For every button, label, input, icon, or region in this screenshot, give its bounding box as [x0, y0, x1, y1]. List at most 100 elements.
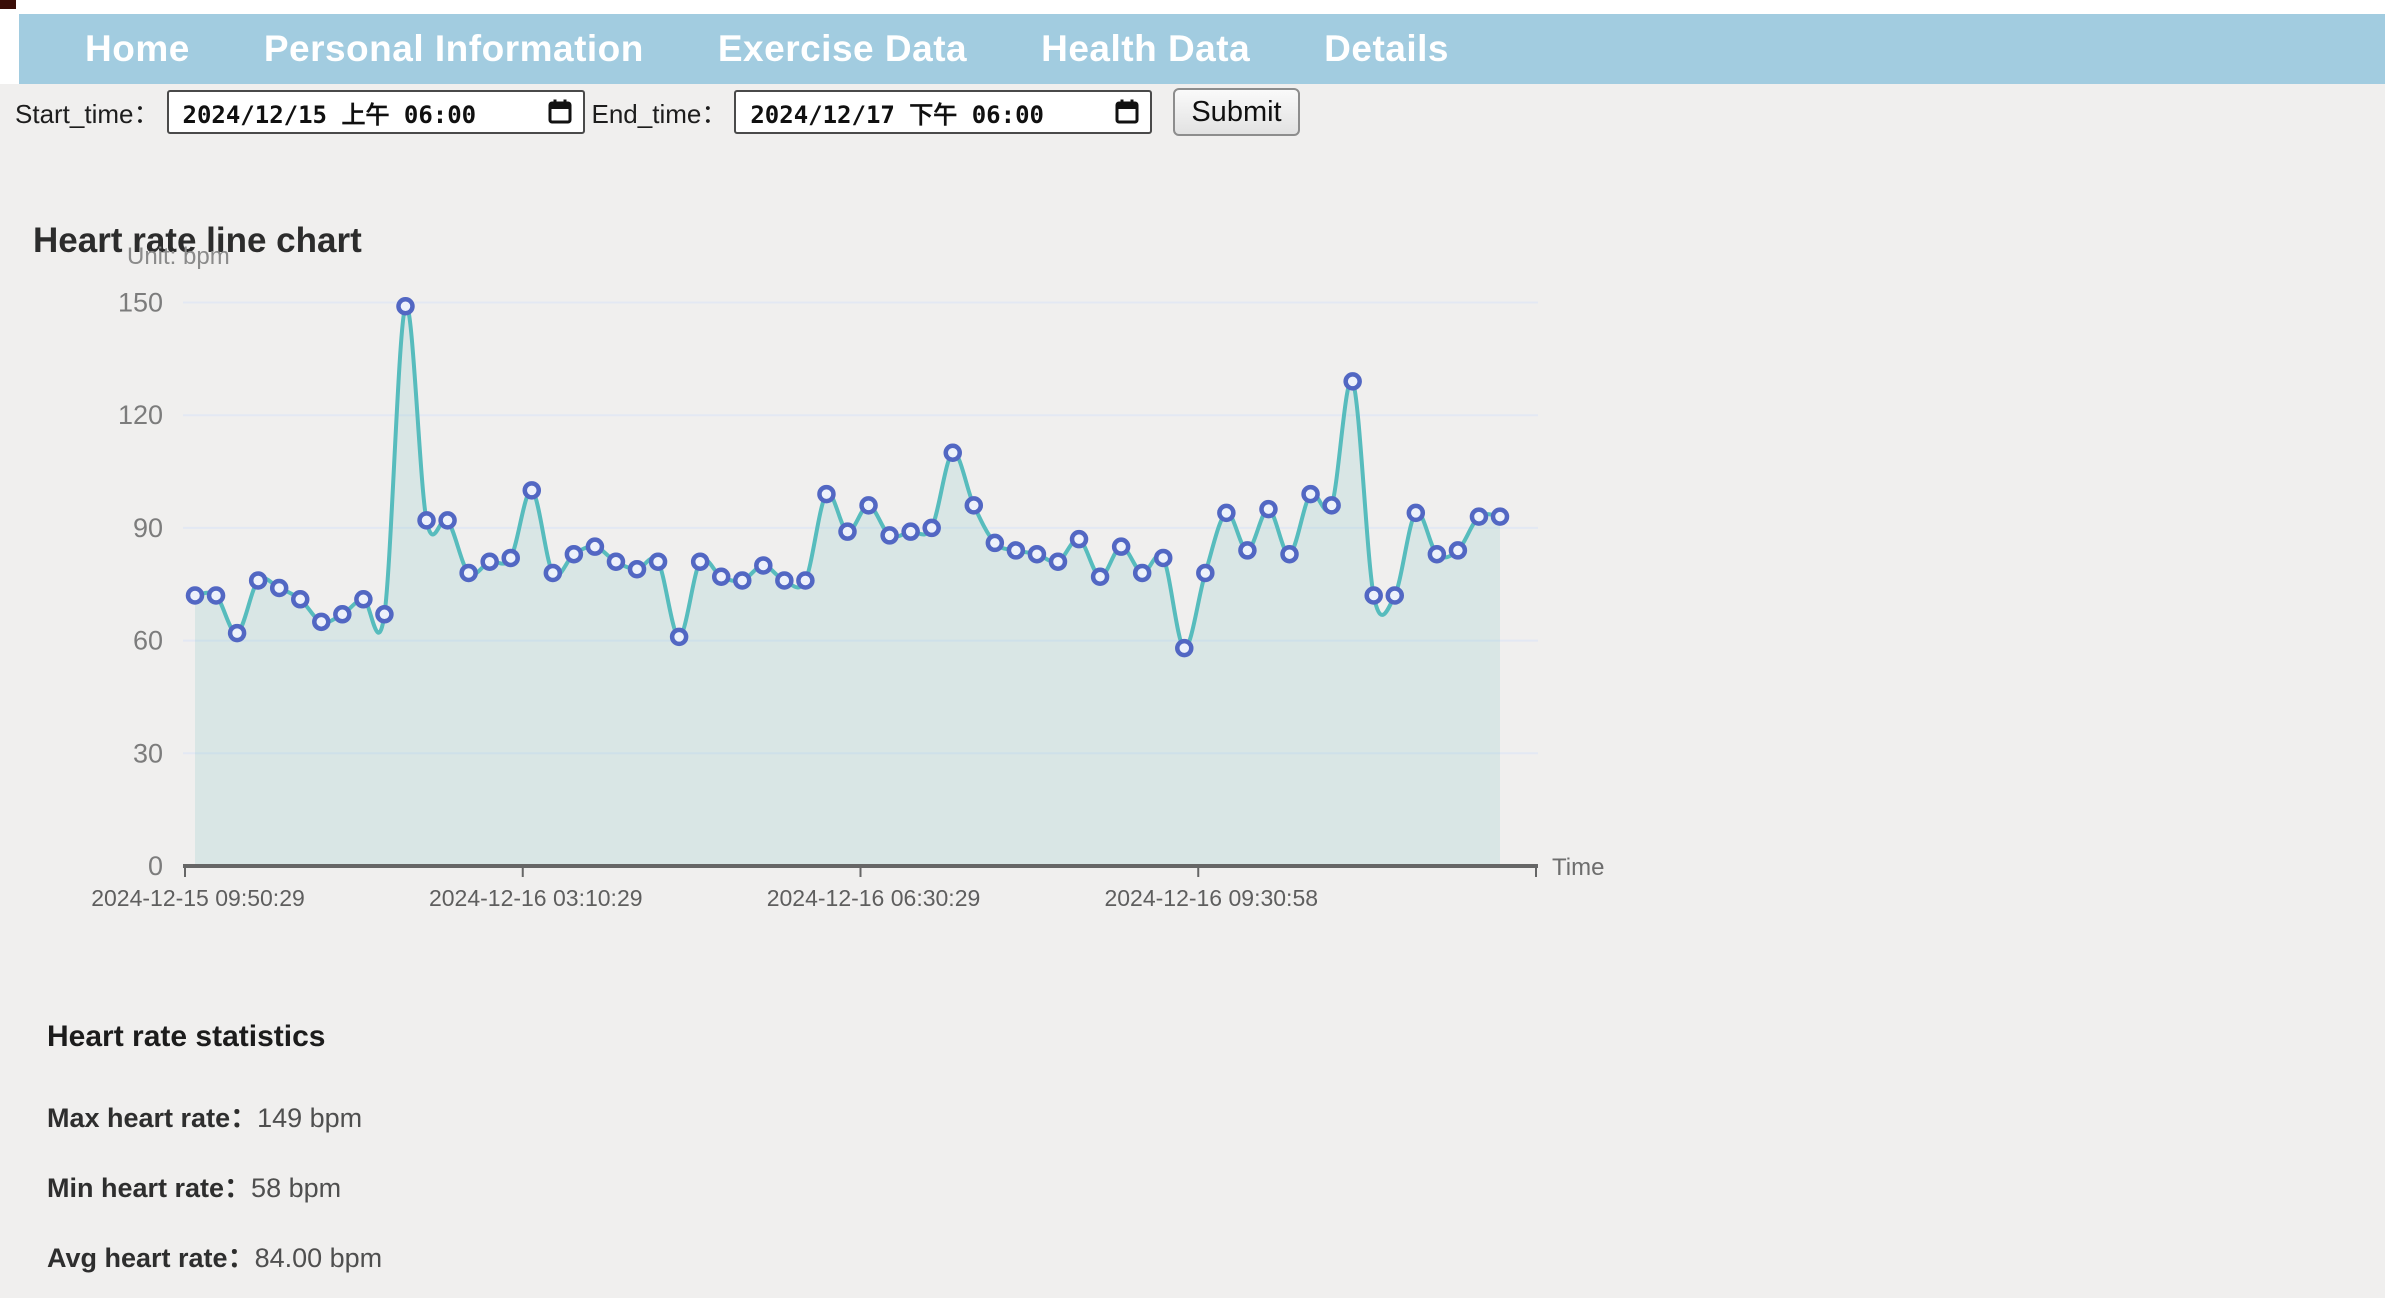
data-point[interactable] — [943, 443, 962, 463]
avg-heart-rate-row: Avg heart rate：84.00 bpm — [47, 1236, 382, 1275]
data-point[interactable] — [375, 605, 394, 624]
data-point[interactable] — [1217, 503, 1236, 523]
data-point[interactable] — [796, 571, 815, 590]
min-heart-rate-value: 58 bpm — [251, 1173, 342, 1203]
data-point[interactable] — [1006, 541, 1026, 560]
data-point[interactable] — [880, 526, 899, 545]
data-point[interactable] — [690, 552, 710, 571]
data-point[interactable] — [290, 590, 310, 609]
x-axis-label: 2024-12-16 03:10:29 — [429, 885, 643, 911]
y-axis-label: 0 — [148, 851, 163, 881]
data-point[interactable] — [1196, 563, 1215, 583]
nav-item-personal-information[interactable]: Personal Information — [263, 28, 644, 69]
y-axis-label: 90 — [133, 513, 163, 543]
nav-item-health-data[interactable]: Health Data — [1041, 28, 1251, 69]
end-time-input[interactable]: 2024/12/17 下午 06:00 — [734, 90, 1153, 134]
data-point[interactable] — [206, 586, 226, 605]
data-point[interactable] — [522, 481, 542, 500]
data-point[interactable] — [754, 556, 773, 575]
data-point[interactable] — [1153, 548, 1173, 568]
start-time-input[interactable]: 2024/12/15 上午 06:00 — [166, 90, 585, 134]
submit-button[interactable]: Submit — [1173, 88, 1300, 136]
unit-label: Unit: bpm — [127, 243, 230, 270]
data-point[interactable] — [1385, 586, 1405, 605]
data-point[interactable] — [775, 571, 794, 590]
nav-item-home[interactable]: Home — [85, 28, 190, 69]
data-point[interactable] — [248, 571, 268, 590]
data-point[interactable] — [417, 511, 436, 530]
data-point[interactable] — [901, 522, 920, 541]
data-point[interactable] — [1280, 544, 1299, 564]
data-point[interactable] — [1175, 638, 1194, 658]
data-point[interactable] — [354, 590, 373, 609]
data-point[interactable] — [1322, 496, 1341, 515]
calendar-icon[interactable] — [547, 98, 573, 126]
nav-item-exercise-data[interactable]: Exercise Data — [717, 28, 968, 69]
x-axis-label: 2024-12-15 09:50:29 — [91, 885, 305, 911]
nav-item-details[interactable]: Details — [1324, 28, 1450, 69]
data-point[interactable] — [1069, 529, 1089, 549]
page-background — [0, 84, 2385, 1298]
main-nav: Home Personal Information Exercise Data Hea… — [19, 14, 2385, 84]
stats-heading: Heart rate statistics — [47, 1020, 326, 1053]
data-point[interactable] — [1238, 541, 1257, 560]
x-axis-label: 2024-12-16 09:30:58 — [1104, 885, 1318, 911]
max-heart-rate-row: Max heart rate：149 bpm — [47, 1096, 362, 1135]
data-point[interactable] — [480, 552, 499, 571]
data-point[interactable] — [711, 567, 731, 586]
window-corner-artifact — [0, 0, 16, 9]
data-point[interactable] — [269, 578, 289, 598]
time-axis-title: Time — [1552, 854, 1604, 881]
data-point[interactable] — [1027, 544, 1047, 564]
min-heart-rate-row: Min heart rate：58 bpm — [47, 1166, 341, 1205]
data-point[interactable] — [1364, 586, 1383, 605]
y-axis-label: 60 — [133, 626, 163, 656]
data-point[interactable] — [396, 297, 415, 316]
data-point[interactable] — [1301, 484, 1320, 504]
data-point[interactable] — [333, 605, 352, 624]
end-time-label: End_time： — [591, 98, 728, 129]
time-range-toolbar: Start_time： 2024/12/15 上午 06:00 End_time… — [15, 88, 1300, 136]
data-point[interactable] — [312, 612, 331, 632]
data-point[interactable] — [964, 496, 984, 515]
data-point[interactable] — [1132, 563, 1152, 583]
start-time-value: 2024/12/15 上午 06:00 — [182, 100, 477, 129]
data-point[interactable] — [1343, 372, 1362, 391]
data-point[interactable] — [922, 518, 941, 538]
data-point[interactable] — [859, 496, 878, 515]
data-point[interactable] — [1427, 544, 1447, 564]
data-point[interactable] — [438, 511, 457, 530]
data-point[interactable] — [1111, 537, 1131, 556]
x-axis-label: 2024-12-16 06:30:29 — [767, 885, 981, 911]
data-point[interactable] — [669, 627, 689, 647]
avg-heart-rate-value: 84.00 bpm — [254, 1243, 383, 1273]
max-heart-rate-value: 149 bpm — [257, 1103, 363, 1133]
chart-title: Heart rate line chart — [33, 221, 362, 261]
data-point[interactable] — [1448, 541, 1468, 560]
data-point[interactable] — [1406, 503, 1426, 523]
data-point[interactable] — [564, 544, 584, 564]
data-point[interactable] — [543, 563, 563, 583]
data-point[interactable] — [985, 533, 1005, 553]
data-point[interactable] — [1490, 507, 1510, 526]
data-point[interactable] — [227, 623, 247, 643]
data-point[interactable] — [185, 586, 205, 605]
data-point[interactable] — [1259, 499, 1278, 519]
data-point[interactable] — [1469, 507, 1489, 526]
data-point[interactable] — [648, 552, 668, 571]
data-point[interactable] — [733, 571, 752, 590]
data-point[interactable] — [1048, 552, 1068, 571]
y-axis-label: 30 — [133, 738, 163, 768]
heart-rate-chart[interactable]: Unit: bpm 0 30 60 90 120 150 2024-12-15 09:50:2… — [0, 240, 1640, 940]
data-point[interactable] — [606, 552, 626, 571]
data-point[interactable] — [817, 484, 836, 504]
data-point[interactable] — [1090, 567, 1110, 586]
data-point[interactable] — [627, 559, 647, 579]
data-point[interactable] — [459, 563, 478, 583]
calendar-icon[interactable] — [1114, 98, 1140, 126]
avg-heart-rate-label: Avg heart rate： — [47, 1243, 255, 1273]
y-axis-label: 150 — [118, 287, 163, 317]
data-point[interactable] — [585, 537, 605, 556]
data-point[interactable] — [838, 522, 857, 541]
data-point[interactable] — [501, 548, 520, 568]
